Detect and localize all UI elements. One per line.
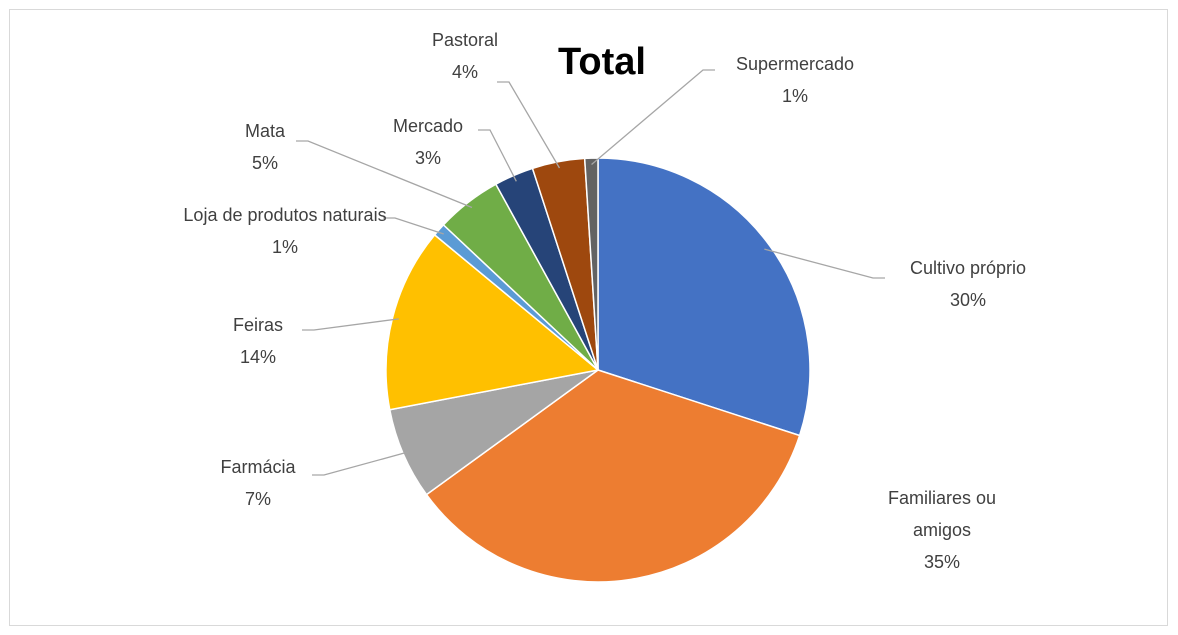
label-category: Familiares ou amigos: [887, 488, 997, 540]
label-category: Supermercado: [735, 54, 855, 74]
leader-line: [764, 248, 885, 279]
data-label: Farmácia 7%: [183, 451, 333, 515]
label-value: 14%: [239, 347, 277, 367]
leader-line: [296, 140, 473, 209]
data-label: Mata 5%: [215, 115, 315, 179]
data-label: Familiares ou amigos 35%: [867, 482, 1017, 578]
leader-line: [383, 217, 444, 235]
leader-line: [478, 129, 517, 182]
label-value: 35%: [923, 552, 961, 572]
pie-slice: [583, 157, 599, 371]
pie-slice: [597, 157, 811, 437]
label-value: 4%: [451, 62, 478, 82]
pie-slice: [425, 369, 801, 583]
pie-slice: [385, 233, 600, 411]
label-category: Cultivo próprio: [909, 258, 1027, 278]
label-category: Farmácia: [220, 457, 296, 477]
label-category: Mercado: [392, 116, 464, 136]
label-category: Feiras: [232, 315, 283, 335]
data-label: Supermercado 1%: [705, 48, 885, 112]
leader-line: [312, 451, 410, 476]
leader-line: [591, 69, 715, 165]
data-label: Mercado 3%: [368, 110, 488, 174]
label-value: 1%: [271, 237, 298, 257]
label-value: 1%: [781, 86, 808, 106]
label-value: 30%: [949, 290, 987, 310]
data-label: Cultivo próprio 30%: [868, 252, 1068, 316]
label-value: 7%: [244, 489, 271, 509]
label-value: 5%: [251, 153, 278, 173]
label-value: 3%: [414, 148, 441, 168]
label-category: Loja de produtos naturais: [183, 205, 387, 225]
data-label: Loja de produtos naturais 1%: [180, 199, 390, 263]
data-label: Pastoral 4%: [405, 24, 525, 88]
leader-line: [302, 318, 399, 331]
label-category: Pastoral: [431, 30, 499, 50]
data-label: Feiras 14%: [183, 309, 333, 373]
chart-title: Total: [558, 41, 646, 83]
label-category: Mata: [244, 121, 286, 141]
leader-line: [497, 81, 561, 169]
